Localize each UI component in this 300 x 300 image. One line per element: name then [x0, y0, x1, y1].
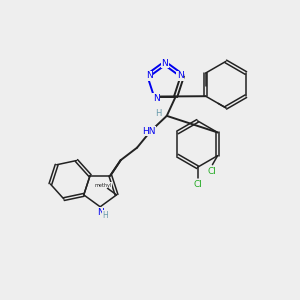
Text: methyl: methyl [94, 183, 112, 188]
Text: H: H [103, 211, 108, 220]
Text: Cl: Cl [193, 180, 202, 189]
Text: N: N [161, 59, 168, 68]
Text: H: H [155, 109, 162, 118]
Text: N: N [97, 208, 104, 217]
Text: N: N [177, 71, 184, 80]
Text: Cl: Cl [208, 167, 217, 176]
Text: N: N [146, 71, 153, 80]
Text: HN: HN [142, 127, 156, 136]
Text: N: N [153, 94, 160, 103]
